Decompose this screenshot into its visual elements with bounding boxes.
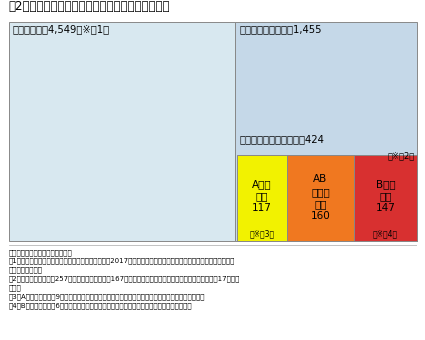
Text: 該当: 該当 (255, 191, 268, 201)
Bar (286, 155, 354, 241)
Bar (354, 155, 416, 241)
Text: 該当: 該当 (379, 191, 391, 201)
Text: Bだけ: Bだけ (376, 180, 395, 189)
Text: 160: 160 (311, 211, 330, 221)
Bar (237, 155, 286, 241)
Text: （※注3）: （※注3） (249, 230, 274, 239)
Text: （※注2）: （※注2） (387, 151, 414, 160)
Text: 117: 117 (252, 203, 272, 213)
Text: 総医療機関数4,549（※注1）: 総医療機関数4,549（※注1） (13, 24, 110, 34)
Text: 該当: 該当 (314, 199, 327, 209)
Text: 双方に: 双方に (311, 187, 330, 197)
Text: 図2：全体に占める個別名公表の病院数のイメージ: 図2：全体に占める個別名公表の病院数のイメージ (8, 0, 170, 13)
Bar (235, 22, 416, 241)
Bar (8, 22, 235, 241)
Text: 出典：厚生労働省資料を基に作成
注1：一般病床もしくは療養病床を持つ医療機関で、2017年病床機能報告で「高度急性期」「急性期」病床を持つ
医療機関の総数。
注: 出典：厚生労働省資料を基に作成 注1：一般病床もしくは療養病床を持つ医療機関で、… (8, 249, 240, 309)
Text: Aだけ: Aだけ (252, 180, 272, 189)
Text: 再検証要請対象医療機関424: 再検証要請対象医療機関424 (239, 134, 324, 144)
Text: 公立・公的医療機関1,455: 公立・公的医療機関1,455 (239, 24, 322, 34)
Text: AB: AB (313, 174, 328, 184)
Text: 147: 147 (375, 203, 395, 213)
Text: （※注4）: （※注4） (373, 230, 398, 239)
